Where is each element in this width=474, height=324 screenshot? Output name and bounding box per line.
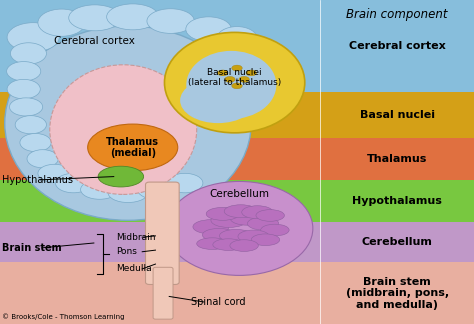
Text: Midbrain: Midbrain [116,233,155,242]
Text: Brain stem: Brain stem [2,243,62,253]
Ellipse shape [232,83,242,89]
Ellipse shape [225,76,235,82]
FancyBboxPatch shape [146,182,179,284]
Ellipse shape [224,97,255,117]
Ellipse shape [247,217,279,230]
Ellipse shape [246,70,256,76]
Bar [0,92,474,138]
Ellipse shape [251,234,280,246]
Ellipse shape [38,9,85,36]
Bar [0,222,474,262]
Text: Cerebral cortex: Cerebral cortex [349,41,446,51]
Ellipse shape [167,173,203,193]
Ellipse shape [50,65,197,194]
Ellipse shape [186,17,231,41]
Text: Thalamus: Thalamus [367,154,428,164]
Ellipse shape [180,78,256,123]
Ellipse shape [237,69,271,90]
Text: Brain stem
(midbrain, pons,
and medulla): Brain stem (midbrain, pons, and medulla) [346,277,449,310]
Ellipse shape [202,228,236,241]
Text: Spinal cord: Spinal cord [191,297,245,307]
Ellipse shape [137,180,175,199]
Ellipse shape [186,51,276,119]
Text: Pons: Pons [116,247,137,256]
Bar [0,262,474,324]
Text: Thalamus
(medial): Thalamus (medial) [106,137,159,158]
Ellipse shape [7,23,59,52]
Ellipse shape [20,133,51,152]
Ellipse shape [88,124,178,171]
Ellipse shape [228,39,265,62]
Ellipse shape [107,4,159,30]
Ellipse shape [98,166,144,187]
Ellipse shape [224,205,257,218]
Bar [0,180,474,222]
Ellipse shape [55,173,91,193]
Bar [0,0,474,92]
Ellipse shape [206,207,239,220]
Ellipse shape [239,76,249,82]
Ellipse shape [219,229,253,242]
Ellipse shape [230,84,263,104]
Ellipse shape [164,32,305,133]
Text: Cerebellum: Cerebellum [362,237,433,247]
Ellipse shape [197,238,228,249]
Text: Basal nuclei: Basal nuclei [360,110,435,120]
Ellipse shape [238,230,269,243]
Text: © Brooks/Cole - Thomson Learning: © Brooks/Cole - Thomson Learning [2,313,125,320]
Ellipse shape [7,79,40,99]
Ellipse shape [236,53,272,76]
Ellipse shape [69,5,121,31]
Text: Hypothalamus: Hypothalamus [2,175,73,185]
FancyBboxPatch shape [153,267,173,319]
Ellipse shape [213,239,244,250]
Ellipse shape [10,43,46,64]
Ellipse shape [15,116,46,134]
Ellipse shape [193,220,229,234]
Ellipse shape [81,180,118,199]
Ellipse shape [7,62,41,81]
Ellipse shape [256,210,284,221]
Text: Brain component: Brain component [346,8,448,21]
Text: Basal nuclei
(lateral to thalamus): Basal nuclei (lateral to thalamus) [188,68,281,87]
Text: Cerebral cortex: Cerebral cortex [55,36,135,45]
Ellipse shape [217,27,257,51]
Text: Hypothalamus: Hypothalamus [352,196,442,206]
Ellipse shape [232,65,242,71]
Bar [0,138,474,180]
Ellipse shape [211,213,247,227]
Ellipse shape [261,224,289,236]
Ellipse shape [9,98,43,116]
Ellipse shape [218,70,228,76]
Ellipse shape [230,212,264,225]
Text: Cerebellum: Cerebellum [210,190,269,199]
Ellipse shape [166,181,313,275]
Ellipse shape [38,164,71,182]
Ellipse shape [147,9,194,33]
Ellipse shape [242,206,273,219]
Ellipse shape [27,150,58,168]
Ellipse shape [230,240,258,251]
Ellipse shape [108,183,148,202]
Ellipse shape [5,26,251,220]
Text: Medulla: Medulla [116,264,152,273]
